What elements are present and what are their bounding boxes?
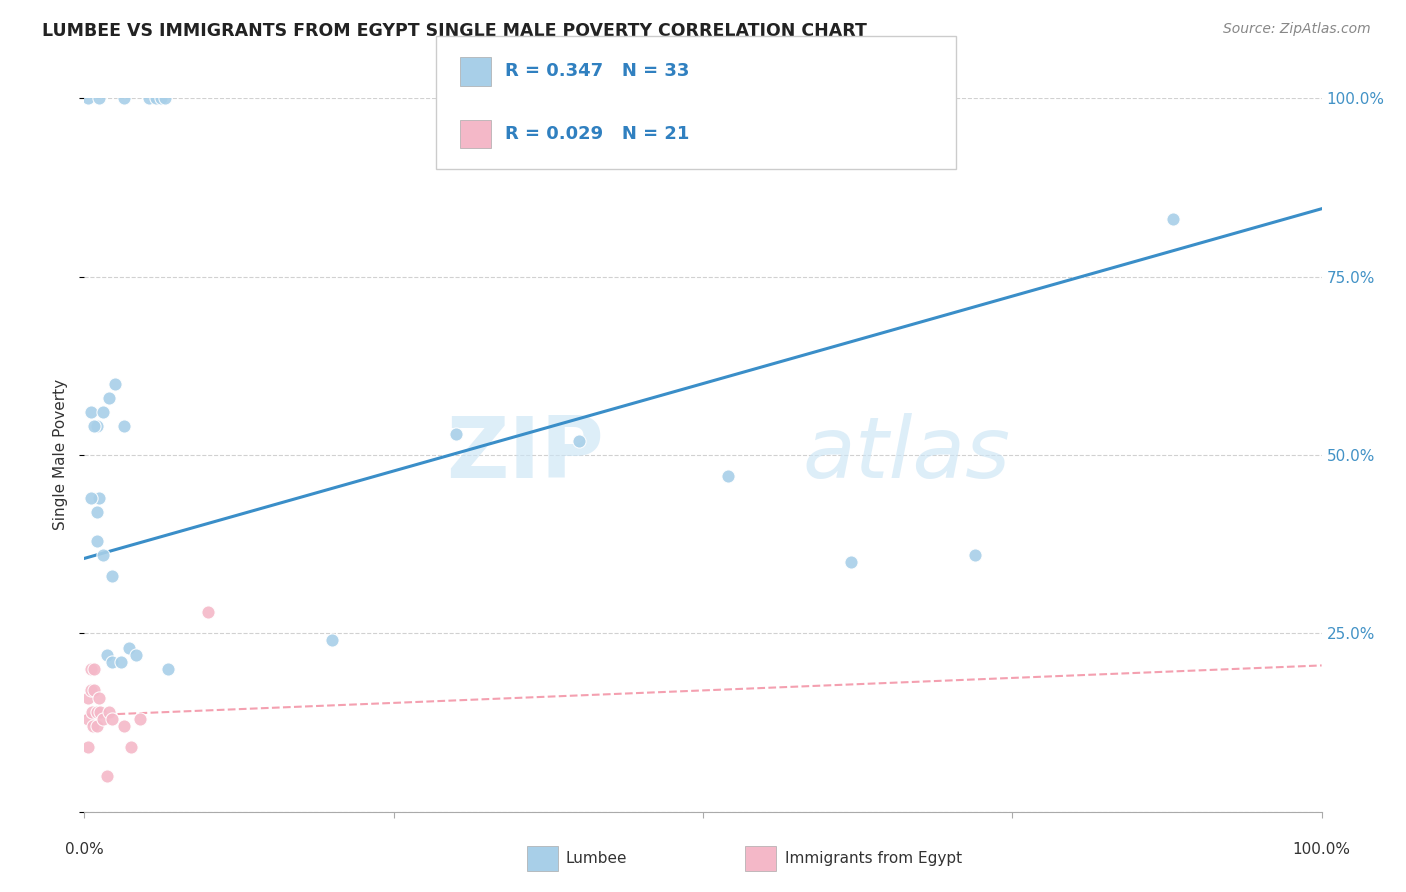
Point	[79, 662, 101, 676]
Point	[568, 434, 591, 448]
Point	[100, 569, 122, 583]
Point	[80, 705, 103, 719]
Point	[100, 712, 122, 726]
Point	[82, 719, 104, 733]
Point	[120, 740, 142, 755]
Point	[86, 705, 108, 719]
Point	[717, 469, 740, 483]
Point	[77, 712, 100, 726]
Point	[89, 705, 111, 719]
Text: atlas: atlas	[801, 413, 1010, 497]
Text: Lumbee: Lumbee	[565, 851, 627, 865]
Point	[96, 648, 118, 662]
Point	[79, 405, 101, 419]
Text: R = 0.029   N = 21: R = 0.029 N = 21	[505, 125, 689, 143]
Text: 100.0%: 100.0%	[1292, 842, 1351, 857]
Point	[89, 491, 111, 505]
Point	[83, 683, 105, 698]
Point	[157, 662, 180, 676]
Point	[112, 719, 135, 733]
Point	[197, 605, 219, 619]
Point	[110, 655, 132, 669]
Point	[77, 690, 100, 705]
Point	[91, 712, 114, 726]
Point	[98, 391, 121, 405]
Point	[145, 91, 167, 105]
Point	[77, 91, 100, 105]
Point	[89, 91, 111, 105]
Point	[91, 405, 114, 419]
Point	[89, 690, 111, 705]
Text: R = 0.347   N = 33: R = 0.347 N = 33	[505, 62, 689, 80]
Point	[86, 719, 108, 733]
Point	[1161, 212, 1184, 227]
Point	[98, 705, 121, 719]
Point	[86, 419, 108, 434]
Point	[79, 683, 101, 698]
Point	[112, 91, 135, 105]
Point	[129, 712, 152, 726]
Text: ZIP: ZIP	[446, 413, 605, 497]
Point	[153, 91, 176, 105]
Point	[77, 740, 100, 755]
Point	[138, 91, 160, 105]
Point	[86, 533, 108, 548]
Point	[96, 769, 118, 783]
Text: LUMBEE VS IMMIGRANTS FROM EGYPT SINGLE MALE POVERTY CORRELATION CHART: LUMBEE VS IMMIGRANTS FROM EGYPT SINGLE M…	[42, 22, 868, 40]
Text: 0.0%: 0.0%	[65, 842, 104, 857]
Point	[965, 548, 987, 562]
Point	[444, 426, 467, 441]
Point	[118, 640, 141, 655]
Point	[841, 555, 863, 569]
Point	[83, 662, 105, 676]
Text: Immigrants from Egypt: Immigrants from Egypt	[785, 851, 962, 865]
Point	[100, 655, 122, 669]
Point	[83, 419, 105, 434]
Text: Source: ZipAtlas.com: Source: ZipAtlas.com	[1223, 22, 1371, 37]
Point	[104, 376, 127, 391]
Point	[321, 633, 343, 648]
Y-axis label: Single Male Poverty: Single Male Poverty	[53, 379, 69, 531]
Point	[91, 548, 114, 562]
Point	[125, 648, 148, 662]
Point	[86, 505, 108, 519]
Point	[112, 419, 135, 434]
Point	[79, 491, 101, 505]
Point	[150, 91, 173, 105]
